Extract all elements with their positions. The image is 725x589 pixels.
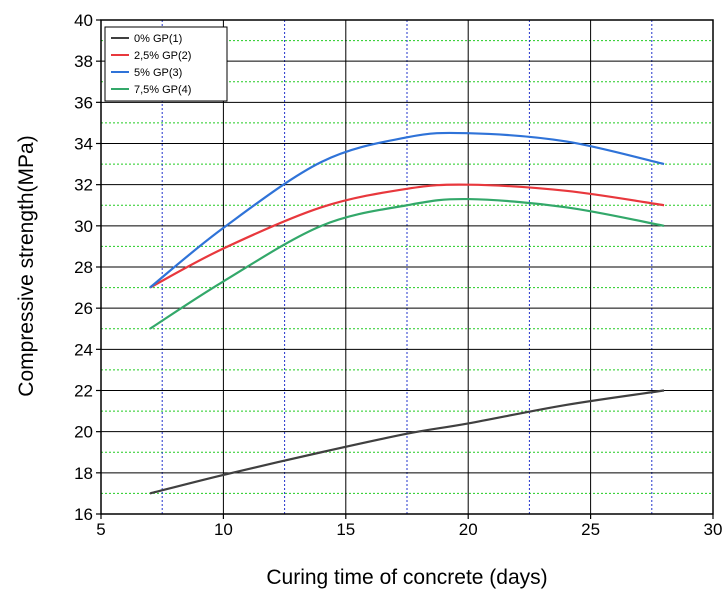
x-tick-label: 20 (459, 520, 478, 539)
y-tick-label: 26 (74, 299, 93, 318)
y-tick-label: 34 (74, 135, 93, 154)
y-tick-label: 36 (74, 93, 93, 112)
y-tick-label: 16 (74, 505, 93, 524)
x-tick-label: 30 (704, 520, 723, 539)
series-line-3 (149, 131, 665, 289)
x-tick-label: 15 (336, 520, 355, 539)
y-tick-label: 20 (74, 423, 93, 442)
legend-label: 2,5% GP(2) (134, 50, 191, 62)
y-tick-label: 38 (74, 52, 93, 71)
series-lines (149, 131, 665, 495)
x-tick-label: 10 (214, 520, 233, 539)
x-axis-title: Curing time of concrete (days) (266, 566, 547, 589)
legend: 0% GP(1) 2,5% GP(2) 5% GP(3) 7,5% GP(4) (104, 26, 228, 102)
series-line-1 (149, 389, 665, 495)
x-tick-label: 5 (96, 520, 105, 539)
legend-label: 0% GP(1) (134, 33, 182, 45)
y-tick-label: 22 (74, 382, 93, 401)
legend-label: 5% GP(3) (134, 67, 182, 79)
tick-labels: 5 10 15 20 25 30 16 18 20 22 24 26 28 30 32 34 36 38 40 (74, 11, 722, 539)
y-tick-label: 32 (74, 176, 93, 195)
y-tick-label: 40 (74, 11, 93, 30)
y-axis-title: Compressive strength(MPa) (15, 135, 38, 396)
legend-label: 7,5% GP(4) (134, 84, 191, 96)
y-tick-label: 18 (74, 464, 93, 483)
x-tick-label: 25 (581, 520, 600, 539)
y-tick-label: 30 (74, 217, 93, 236)
y-tick-label: 28 (74, 258, 93, 277)
series-line-2 (149, 183, 665, 289)
y-tick-label: 24 (74, 340, 93, 359)
series-line-4 (149, 197, 665, 330)
